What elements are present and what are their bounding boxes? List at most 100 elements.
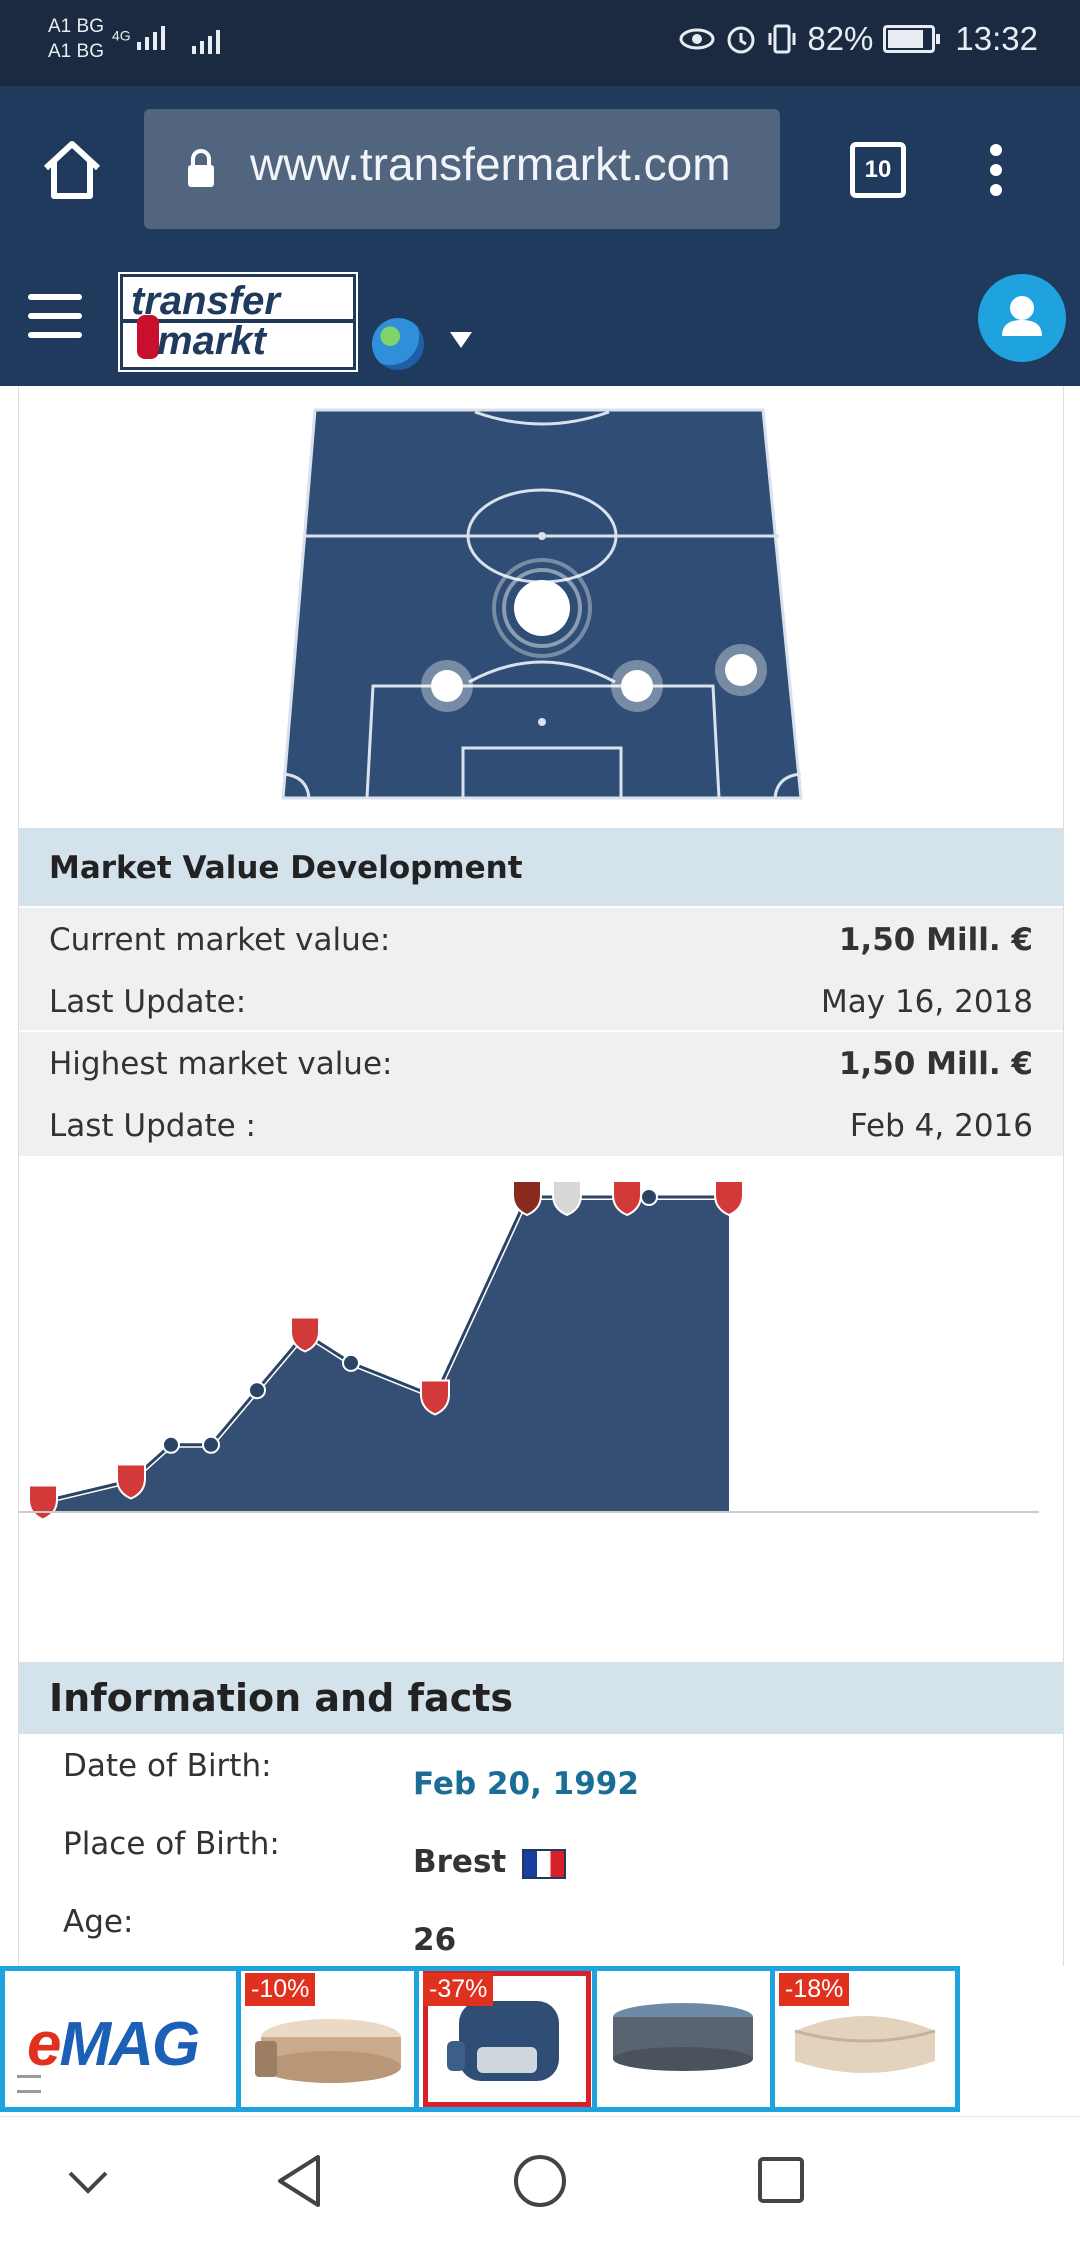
recents-icon[interactable] (756, 2155, 806, 2205)
logo-player-icon (137, 315, 159, 359)
url-text: www.transfermarkt.com (250, 138, 731, 190)
home-circle-icon[interactable] (512, 2153, 568, 2209)
lock-icon (188, 149, 214, 187)
browser-toolbar: www.transfermarkt.com 10 (0, 86, 1080, 254)
row-divider (19, 1030, 1063, 1032)
ad-product-4[interactable]: -18% (775, 1971, 955, 2107)
clock: 13:32 (955, 20, 1038, 57)
spa-tub-image (255, 2019, 401, 2083)
chart-point[interactable] (202, 1435, 220, 1454)
last-update-row: Last Update: May 16, 2018 (19, 970, 1063, 1032)
signal-icon: 4G (112, 22, 175, 52)
tab-switcher-button[interactable]: 10 (850, 142, 906, 198)
club-crest-marker[interactable] (512, 1180, 542, 1217)
site-header: transfer markt (0, 254, 1080, 386)
transfermarkt-logo[interactable]: transfer markt (118, 272, 358, 372)
pitch-diagram (281, 408, 803, 800)
pob-row: Place of Birth: Brest (19, 1826, 1063, 1904)
battery-percent: 82% (807, 20, 874, 57)
current-value-label: Current market value: (49, 922, 391, 958)
section-title: Market Value Development (49, 850, 523, 886)
position-pitch (19, 386, 1063, 828)
info-facts-heading: Information and facts (19, 1662, 1063, 1734)
inflatable-sofa-image (794, 2016, 936, 2073)
ad-brand-cell[interactable]: eMAG (5, 1971, 241, 2107)
highest-market-value-row: Highest market value: 1,50 Mill. € (19, 1032, 1063, 1094)
club-crest-marker[interactable] (290, 1316, 320, 1353)
chart-area (43, 1197, 729, 1512)
ad-product-1[interactable]: -10% (241, 1971, 419, 2107)
logo-text-line2: markt (157, 319, 266, 363)
dob-link[interactable]: Feb 20, 1992 (413, 1766, 639, 1802)
pob-text: Brest (413, 1844, 507, 1880)
club-crest-marker[interactable] (552, 1180, 582, 1217)
dob-row: Date of Birth: Feb 20, 1992 (19, 1748, 1063, 1826)
dob-label: Date of Birth: (63, 1748, 272, 1784)
globe-icon[interactable] (372, 318, 424, 370)
network-type: 4G (112, 27, 131, 44)
ad-menu-icon[interactable] (17, 2075, 41, 2093)
section-title: Information and facts (49, 1676, 513, 1720)
france-flag-icon (522, 1848, 567, 1879)
pob-label: Place of Birth: (63, 1826, 280, 1862)
user-icon (1002, 296, 1042, 336)
main-position-marker (492, 558, 592, 658)
chart-point[interactable] (342, 1353, 360, 1372)
cooler-box-image (447, 2001, 559, 2081)
ad-banner[interactable]: eMAG -10% -37% -18% (0, 1966, 960, 2112)
last-update-label: Last Update: (49, 984, 247, 1020)
system-nav-bar (0, 2116, 1080, 2245)
carrier-labels: A1 BG A1 BG (48, 14, 104, 64)
last-update-value: May 16, 2018 (821, 984, 1033, 1020)
user-account-button[interactable] (978, 274, 1066, 362)
overflow-menu-icon[interactable] (976, 136, 1016, 206)
age-value: 26 (413, 1922, 457, 1958)
ad-product-2[interactable]: -37% (419, 1971, 597, 2107)
pool-image (613, 2003, 753, 2071)
chevron-down-icon[interactable] (66, 2167, 110, 2197)
discount-badge: -18% (779, 1973, 850, 2006)
age-label: Age: (63, 1904, 134, 1940)
signal-bars-1-icon (136, 26, 165, 50)
home-icon[interactable] (40, 138, 104, 202)
eye-icon (679, 28, 715, 50)
alarm-icon (727, 26, 755, 54)
hamburger-menu-icon[interactable] (28, 294, 82, 338)
signal-bars-2-icon (192, 30, 220, 54)
pob-value: Brest (413, 1844, 567, 1880)
logo-stripe (123, 319, 353, 323)
chevron-down-icon[interactable] (450, 332, 472, 348)
brand-text: eMAG (27, 2010, 200, 2079)
chart-point[interactable] (162, 1435, 180, 1454)
club-crest-marker[interactable] (28, 1484, 58, 1521)
club-crest-marker[interactable] (420, 1379, 450, 1416)
chart-point[interactable] (640, 1188, 658, 1206)
highest-update-row: Last Update : Feb 4, 2016 (19, 1094, 1063, 1156)
discount-badge: -10% (245, 1973, 316, 2006)
vibrate-icon (768, 24, 796, 54)
battery-fill (888, 30, 923, 48)
secondary-position-markers (421, 644, 767, 712)
main-content: Market Value Development Current market … (18, 386, 1064, 1966)
emag-logo: eMAG (27, 2009, 200, 2080)
market-value-heading: Market Value Development (19, 828, 1063, 906)
back-icon[interactable] (274, 2153, 324, 2209)
battery-icon (883, 25, 941, 53)
status-bar: A1 BG A1 BG 4G 82% 13:32 (0, 0, 1080, 86)
discount-badge: -37% (423, 1973, 494, 2006)
highest-value: 1,50 Mill. € (838, 1046, 1033, 1082)
highest-update-label: Last Update : (49, 1108, 256, 1144)
selected-product-frame (423, 1971, 591, 2107)
chart-point[interactable] (248, 1381, 266, 1400)
highest-update-value: Feb 4, 2016 (849, 1108, 1033, 1144)
market-value-chart[interactable] (19, 1156, 1063, 1556)
highest-value-label: Highest market value: (49, 1046, 393, 1082)
age-row: Age: 26 (19, 1904, 1063, 1966)
address-bar[interactable]: www.transfermarkt.com (144, 109, 780, 229)
ad-product-3[interactable] (597, 1971, 775, 2107)
club-crest-marker[interactable] (714, 1180, 744, 1217)
current-market-value-row: Current market value: 1,50 Mill. € (19, 908, 1063, 970)
club-crest-marker[interactable] (116, 1463, 146, 1500)
carrier-1: A1 BG (48, 16, 104, 37)
current-value: 1,50 Mill. € (838, 922, 1033, 958)
